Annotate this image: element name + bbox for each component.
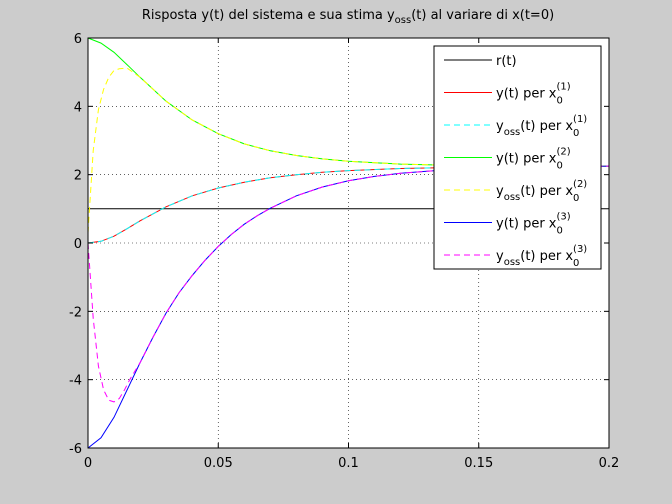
y-tick-label: 6 xyxy=(74,32,82,47)
legend-text: y xyxy=(496,249,504,264)
legend-subscript: 0 xyxy=(557,96,563,107)
legend-text: (t) per x xyxy=(520,119,573,134)
legend-label-y3: y(t) per x(3) 0 xyxy=(496,212,571,237)
chart-title: Risposta y(t) del sistema e sua stima yo… xyxy=(142,8,554,26)
title-subscript: oss xyxy=(395,15,412,26)
legend-subscript: oss xyxy=(504,127,521,138)
x-tick-label: 0.1 xyxy=(338,456,359,471)
legend-superscript: (3) xyxy=(573,244,587,255)
legend-text: y(t) per x xyxy=(496,87,557,102)
legend-subscript: oss xyxy=(504,257,521,268)
legend-text: y(t) per x xyxy=(496,152,557,167)
y-tick-label: 2 xyxy=(74,169,82,184)
title-part1: Risposta y(t) del sistema e sua stima y xyxy=(142,8,395,23)
legend-subscript: 0 xyxy=(557,226,563,237)
y-tick-label: -4 xyxy=(69,374,82,389)
tick-labels: 0 0.05 0.1 0.15 0.2 -6 -4 -2 0 2 4 6 xyxy=(69,32,619,471)
series-line-yoss2 xyxy=(87,67,609,233)
legend-superscript: (2) xyxy=(557,147,571,158)
x-tick-label: 0.15 xyxy=(464,456,493,471)
y-tick-label: -6 xyxy=(69,442,82,457)
legend-label-y1: y(t) per x(1) 0 xyxy=(496,82,571,107)
legend-superscript: (3) xyxy=(557,212,571,223)
legend-label-y2: y(t) per x(2) 0 xyxy=(496,147,571,172)
x-tick-label: 0.2 xyxy=(599,456,620,471)
y-tick-label: -2 xyxy=(69,305,82,320)
legend-label-yoss1: yoss(t) per x(1) 0 xyxy=(496,114,587,139)
legend-superscript: (1) xyxy=(557,82,571,93)
y-tick-label: 0 xyxy=(74,237,82,252)
legend-superscript: (1) xyxy=(573,114,587,125)
series-line-yoss1 xyxy=(87,165,610,244)
legend-subscript: 0 xyxy=(573,128,579,139)
legend-label-yoss2: yoss(t) per x(2) 0 xyxy=(496,179,587,204)
legend-superscript: (2) xyxy=(573,179,587,190)
legend-label-r: r(t) xyxy=(496,54,517,69)
legend-subscript: 0 xyxy=(557,161,563,172)
series-line-yoss3 xyxy=(87,165,610,403)
x-tick-label: 0.05 xyxy=(204,456,233,471)
legend-subscript: 0 xyxy=(573,258,579,269)
ticks xyxy=(87,37,610,449)
legend-text: (t) per x xyxy=(520,184,573,199)
legend-text: (t) per x xyxy=(520,249,573,264)
legend-subscript: oss xyxy=(504,192,521,203)
legend-text: y xyxy=(496,119,504,134)
legend-text: y(t) per x xyxy=(496,217,557,232)
title-part2: (t) al variare di x(t=0) xyxy=(411,8,554,23)
legend-label-yoss3: yoss(t) per x(3) 0 xyxy=(496,244,587,269)
legend-text: y xyxy=(496,184,504,199)
y-tick-label: 4 xyxy=(74,100,82,115)
legend-subscript: 0 xyxy=(573,193,579,204)
x-tick-label: 0 xyxy=(84,456,92,471)
